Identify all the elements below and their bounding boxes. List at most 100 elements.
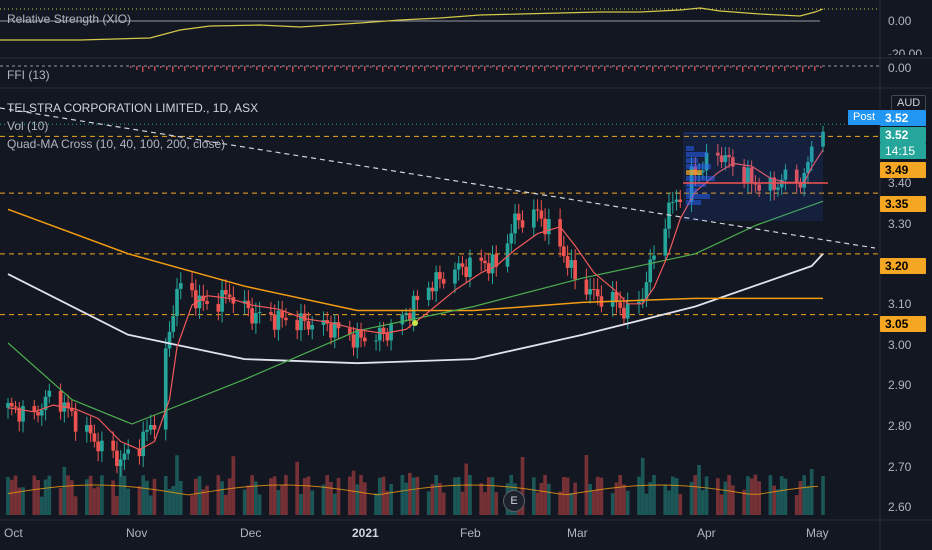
ffi-bar — [418, 66, 420, 69]
ffi-bar — [676, 66, 678, 70]
ffi-bar — [478, 66, 480, 69]
volume-bar — [88, 475, 93, 515]
ffi-bar — [190, 66, 192, 68]
ffi-bar — [778, 66, 780, 69]
volume-bar — [295, 461, 300, 515]
volume-bar — [100, 475, 104, 515]
candle-body — [547, 219, 551, 235]
volume-bar — [565, 477, 570, 515]
candle-body — [483, 260, 487, 264]
volume-bar — [220, 481, 224, 515]
volume-bar — [430, 483, 435, 515]
candle-body — [32, 406, 37, 412]
candle-body — [190, 283, 194, 291]
volume-bar — [70, 480, 74, 515]
candle-body — [224, 290, 228, 295]
candle-body — [400, 314, 405, 325]
volume-bar — [21, 487, 25, 515]
candle-body — [592, 289, 596, 291]
ffi-bar — [766, 66, 768, 70]
ffi-bar — [736, 66, 738, 70]
volume-bar — [257, 494, 262, 515]
candle-body — [806, 161, 810, 174]
volume-bar — [753, 474, 758, 515]
candle-body — [809, 146, 814, 162]
candle-body — [723, 155, 728, 162]
candle-body — [468, 257, 472, 277]
candle-body — [746, 167, 750, 184]
volume-bar — [122, 475, 127, 515]
volume-profile-row — [686, 170, 702, 175]
volume-bar — [670, 476, 675, 515]
volume-bar — [85, 479, 89, 515]
candle-body — [137, 449, 142, 457]
volume-bar — [464, 463, 469, 515]
ffi-bar — [340, 66, 342, 68]
candle-body — [652, 255, 656, 260]
candle-body — [36, 411, 40, 416]
ffi-bar — [562, 66, 564, 72]
candle-body — [441, 279, 446, 284]
volume-bar — [242, 489, 247, 515]
volume-bar — [310, 490, 315, 515]
ffi-bar — [334, 66, 336, 71]
ffi-bar — [508, 66, 510, 69]
candle-body — [216, 303, 221, 312]
ffi-bar — [406, 66, 408, 70]
volume-bar — [193, 478, 198, 515]
volume-bar — [719, 494, 724, 515]
earnings-marker-icon[interactable]: E — [503, 490, 525, 512]
ffi-bar — [298, 66, 300, 69]
volume-bar — [62, 466, 67, 515]
volume-bar — [92, 488, 97, 515]
volume-bar — [806, 485, 810, 515]
ffi-bar — [286, 66, 288, 70]
candle-body — [111, 440, 115, 451]
rs-tick: 0.00 — [888, 14, 912, 28]
volume-bar — [302, 478, 307, 515]
volume-bar — [227, 478, 232, 515]
volume-bar — [441, 492, 446, 515]
candle-body — [122, 453, 127, 460]
ffi-bar — [712, 66, 714, 72]
candle-body — [516, 213, 521, 221]
ffi-bar — [364, 66, 366, 71]
quad-ma-indicator-label[interactable]: Quad-MA Cross (10, 40, 100, 200, close) — [7, 137, 226, 151]
volume-bar — [32, 475, 37, 515]
volume-bar — [167, 488, 172, 515]
ffi-bar — [796, 66, 798, 70]
candle-body — [716, 152, 720, 156]
symbol-title[interactable]: TELSTRA CORPORATION LIMITED., 1D, ASX — [7, 101, 259, 115]
volume-bar — [678, 493, 683, 515]
ffi-bar — [250, 66, 252, 68]
ffi-bar — [658, 66, 660, 69]
ffi-bar — [244, 66, 246, 71]
candle-body — [280, 310, 284, 318]
candle-body — [727, 155, 731, 158]
volume-bar — [483, 492, 487, 515]
ffi-bar — [214, 66, 216, 71]
candle-body — [674, 199, 679, 202]
ffi-bar — [238, 66, 240, 69]
volume-bar — [175, 455, 179, 515]
ffi-bar — [784, 66, 786, 71]
volume-bar — [126, 488, 131, 515]
level-tag-349: 3.49 — [880, 162, 926, 178]
candle-body — [618, 302, 623, 308]
volume-bar — [145, 480, 149, 515]
volume-bar — [17, 487, 22, 515]
ffi-bar — [790, 66, 792, 68]
volume-bar — [588, 484, 592, 515]
volume-bar — [798, 481, 803, 515]
ma-10-line — [7, 149, 824, 451]
ffi-bar — [448, 66, 450, 69]
candle-body — [644, 282, 649, 299]
volume-bar — [697, 464, 701, 515]
candle-body — [408, 313, 412, 321]
candle-body — [141, 431, 146, 457]
candle-body — [355, 329, 360, 348]
candle-body — [821, 131, 825, 147]
volume-bar — [111, 480, 115, 515]
vol-indicator-label[interactable]: Vol (10) — [7, 119, 49, 133]
